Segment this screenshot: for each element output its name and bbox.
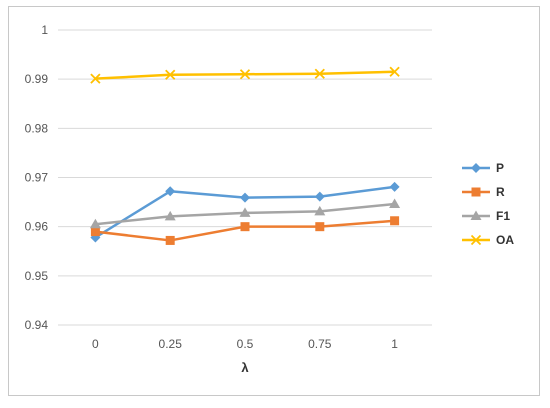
series-group <box>89 66 401 245</box>
y-tick-label: 0.96 <box>25 220 49 234</box>
legend-marker <box>470 210 482 220</box>
y-tick-label: 0.95 <box>25 269 49 283</box>
legend-label: OA <box>496 233 514 247</box>
y-tick-label: 0.94 <box>25 318 49 332</box>
data-point <box>89 218 101 229</box>
series-f1 <box>89 198 401 229</box>
series-r <box>90 216 400 245</box>
data-point <box>389 66 400 77</box>
data-point <box>239 207 251 217</box>
legend-item-f1: F1 <box>462 209 510 223</box>
data-point <box>240 222 250 232</box>
data-point <box>389 198 401 209</box>
legend-marker <box>471 163 481 173</box>
x-tick-label: 0.5 <box>237 337 254 351</box>
y-tick-label: 0.99 <box>25 72 49 86</box>
legend-item-r: R <box>462 185 505 199</box>
legend-label: R <box>496 185 505 199</box>
data-point <box>315 222 325 232</box>
legend-label: F1 <box>496 209 510 223</box>
x-tick-label: 1 <box>391 337 398 351</box>
x-tick-label: 0 <box>92 337 99 351</box>
data-point <box>165 186 176 197</box>
y-axis-ticks: 0.94 0.95 0.96 0.97 0.98 0.99 1 <box>25 23 49 332</box>
data-point <box>239 69 251 80</box>
data-point <box>165 69 176 80</box>
legend-marker <box>471 187 481 197</box>
y-tick-label: 0.97 <box>25 171 49 185</box>
data-point <box>90 227 100 237</box>
x-tick-label: 0.25 <box>159 337 183 351</box>
x-tick-label: 0.75 <box>308 337 332 351</box>
data-point <box>240 192 250 203</box>
legend-label: P <box>496 161 504 175</box>
series-oa <box>90 66 400 84</box>
legend-marker <box>470 234 482 246</box>
y-tick-label: 0.98 <box>25 121 49 135</box>
legend: PR F1 OA <box>462 161 514 247</box>
y-tick-label: 1 <box>41 23 48 37</box>
data-point <box>165 235 175 245</box>
data-point <box>314 205 326 216</box>
data-point <box>90 73 101 84</box>
x-axis-ticks: 0 0.25 0.5 0.75 1 <box>92 337 398 351</box>
data-point <box>164 210 176 221</box>
data-point <box>389 181 400 192</box>
data-point <box>314 68 325 79</box>
gridlines <box>58 29 432 326</box>
legend-item-p: P <box>462 161 504 175</box>
legend-item-oa: OA <box>462 233 514 247</box>
data-point <box>314 191 325 202</box>
data-point <box>390 216 400 226</box>
chart-frame <box>8 6 540 396</box>
x-axis-title: λ <box>241 360 249 375</box>
